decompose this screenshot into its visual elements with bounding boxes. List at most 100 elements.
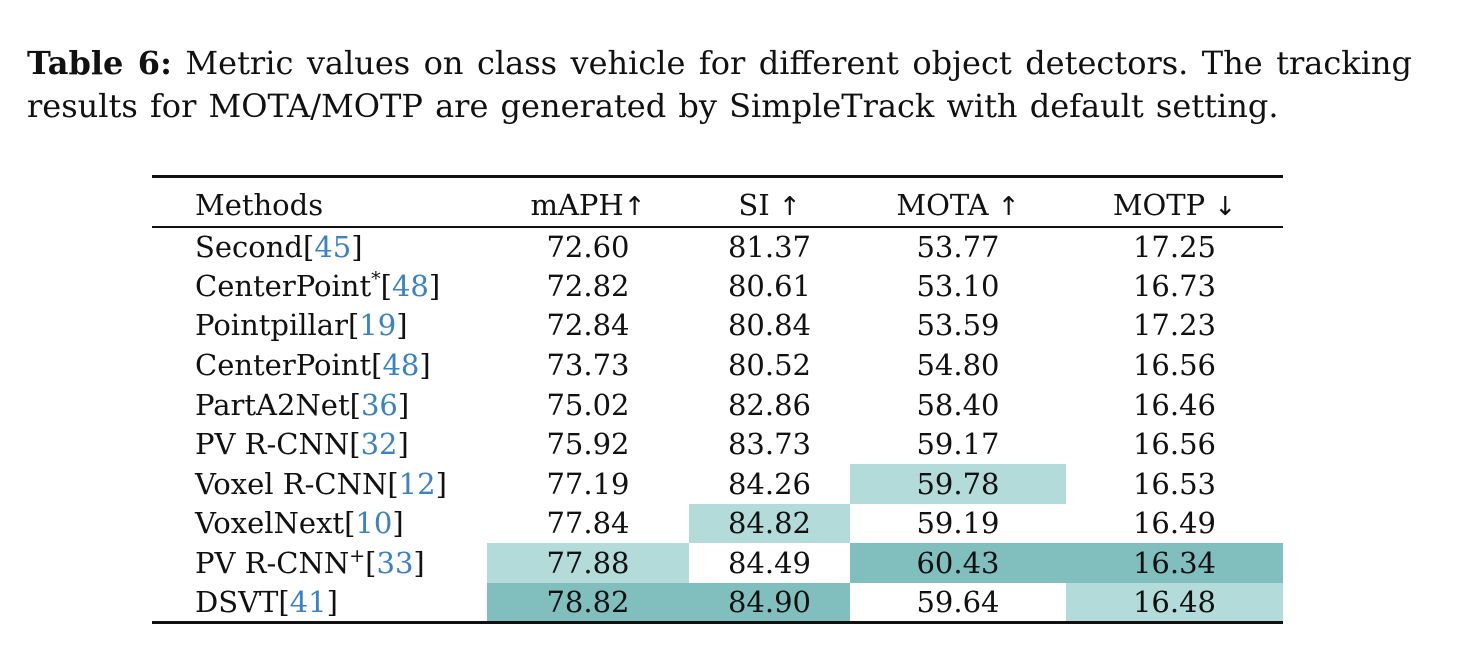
up-arrow-icon: ↑ [778,191,801,222]
si-cell: 84.49 [727,546,812,581]
table-row: CenterPoint[48] 73.73 80.52 54.80 16.56 [152,345,1283,385]
table-row: PV R-CNN[32] 75.92 83.73 59.17 16.56 [152,424,1283,464]
method-cell: PV R-CNN[32] [195,427,409,462]
mota-cell: 53.59 [916,308,1000,343]
header-maph-label: mAPH [530,187,624,222]
header-motp-label: MOTP [1112,187,1206,222]
citation-link[interactable]: 41 [289,584,327,619]
table-row: CenterPoint*[48] 72.82 80.61 53.10 16.73 [152,266,1283,306]
method-name: CenterPoint [195,268,372,303]
method-name: PV R-CNN [195,546,350,581]
method-name: DSVT [195,584,279,619]
maph-cell: 75.02 [546,387,630,422]
table-caption: Table 6: Metric values on class vehicle … [27,42,1412,128]
si-cell: 80.84 [727,308,812,343]
down-arrow-icon: ↓ [1214,191,1237,222]
maph-cell: 77.84 [546,506,630,541]
header-mota: MOTA ↑ [850,175,1066,228]
maph-cell: 72.60 [546,229,630,264]
results-table-container: Methods mAPH↑ SI ↑ MOTA ↑ MOTP ↓ Second[… [152,175,1283,624]
motp-cell: 16.49 [1132,506,1217,541]
si-cell-best: 84.90 [689,582,850,624]
header-si: SI ↑ [689,175,850,228]
citation-link[interactable]: 36 [360,387,398,422]
method-name: PV R-CNN [195,427,350,462]
method-cell: PartA2Net[36] [195,387,410,422]
table-row: VoxelNext[10] 77.84 84.82 59.19 16.49 [152,503,1283,544]
motp-cell: 16.56 [1132,427,1217,462]
table-header-row: Methods mAPH↑ SI ↑ MOTA ↑ MOTP ↓ [152,175,1283,228]
caption-label: Table 6: [27,44,172,82]
method-name: VoxelNext [195,506,345,541]
motp-cell: 17.23 [1132,308,1217,343]
method-cell: PV R-CNN+[33] [195,545,425,581]
si-cell: 84.26 [727,466,812,501]
table-row: DSVT[41] 78.82 84.90 59.64 16.48 [152,582,1283,624]
mota-cell: 58.40 [916,387,1000,422]
citation-link[interactable]: 45 [314,229,352,264]
motp-cell-second-best: 16.48 [1066,582,1283,624]
si-cell: 80.61 [727,268,812,303]
motp-cell: 16.46 [1132,387,1217,422]
mota-cell: 53.10 [916,268,1000,303]
header-mota-label: MOTA [896,187,989,222]
header-motp: MOTP ↓ [1066,175,1283,228]
motp-cell: 16.56 [1132,348,1217,383]
method-cell: VoxelNext[10] [195,506,404,541]
motp-cell: 17.25 [1132,229,1217,264]
method-cell: CenterPoint[48] [195,348,431,383]
citation-link[interactable]: 48 [391,268,429,303]
header-si-label: SI [738,187,770,222]
citation-link[interactable]: 10 [355,506,393,541]
maph-cell: 72.84 [546,308,630,343]
table-row: Second[45] 72.60 81.37 53.77 17.25 [152,227,1283,267]
maph-cell-second-best: 77.88 [487,543,689,583]
method-cell: DSVT[41] [152,582,487,624]
mota-cell: 53.77 [916,229,1000,264]
si-cell: 82.86 [727,387,812,422]
motp-cell: 16.53 [1132,466,1217,501]
header-maph: mAPH↑ [487,175,689,228]
method-cell: CenterPoint*[48] [195,267,441,303]
method-name: Second [195,229,303,264]
up-arrow-icon: ↑ [997,191,1020,222]
method-sup: * [371,267,381,290]
mota-cell-best: 60.43 [850,543,1066,583]
caption-text: Metric values on class vehicle for diffe… [27,44,1413,125]
method-name: PartA2Net [195,387,350,422]
table-row: Pointpillar[19] 72.84 80.84 53.59 17.23 [152,306,1283,346]
table-row: PV R-CNN+[33] 77.88 84.49 60.43 16.34 [152,543,1283,583]
mota-cell: 59.64 [850,582,1066,624]
results-table: Methods mAPH↑ SI ↑ MOTA ↑ MOTP ↓ Second[… [152,175,1283,624]
motp-cell: 16.73 [1132,268,1217,303]
citation-link[interactable]: 33 [376,546,414,581]
si-cell-second-best: 84.82 [689,503,850,544]
up-arrow-icon: ↑ [623,191,646,222]
method-cell: Voxel R-CNN[12] [195,466,447,501]
method-name: CenterPoint [195,348,372,383]
mota-cell: 59.17 [916,427,1000,462]
maph-cell: 77.19 [546,466,630,501]
method-name: Voxel R-CNN [195,466,388,501]
motp-cell-best: 16.34 [1066,543,1283,583]
si-cell: 81.37 [727,229,812,264]
si-cell: 80.52 [727,348,812,383]
citation-link[interactable]: 48 [382,348,420,383]
si-cell: 83.73 [727,427,812,462]
table-row: PartA2Net[36] 75.02 82.86 58.40 16.46 [152,385,1283,425]
table-row: Voxel R-CNN[12] 77.19 84.26 59.78 16.53 [152,464,1283,504]
citation-link[interactable]: 32 [360,427,398,462]
maph-cell-best: 78.82 [487,582,689,624]
maph-cell: 72.82 [546,268,630,303]
method-cell: Pointpillar[19] [195,308,408,343]
maph-cell: 73.73 [546,348,630,383]
mota-cell: 54.80 [916,348,1000,383]
citation-link[interactable]: 12 [398,466,436,501]
header-methods: Methods [152,175,487,228]
maph-cell: 75.92 [546,427,630,462]
citation-link[interactable]: 19 [359,308,397,343]
method-name: Pointpillar [195,308,348,343]
method-cell: Second[45] [195,229,363,264]
mota-cell: 59.19 [916,506,1000,541]
mota-cell-second-best: 59.78 [850,464,1066,504]
